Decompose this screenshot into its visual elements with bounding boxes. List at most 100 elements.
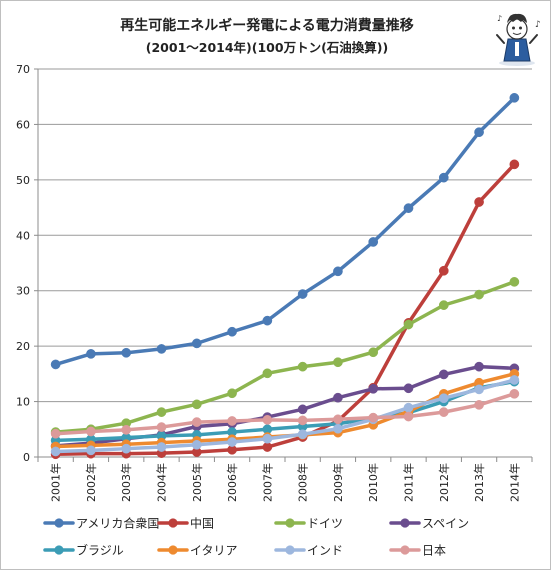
data-point xyxy=(474,289,484,300)
legend-label: 日本 xyxy=(422,544,446,558)
legend-label: スペイン xyxy=(422,517,469,531)
data-point xyxy=(509,388,520,399)
x-tick-label: 2003年 xyxy=(119,463,133,502)
x-tick-label: 2014年 xyxy=(507,463,521,502)
data-point xyxy=(403,402,414,413)
mascot-illustration: ♪ ♪ xyxy=(496,13,541,66)
data-point xyxy=(474,127,484,138)
data-point xyxy=(191,417,202,427)
data-point xyxy=(156,344,167,354)
y-tick-label: 30 xyxy=(16,285,30,298)
x-tick-label: 2012年 xyxy=(437,463,451,502)
data-point xyxy=(86,426,96,437)
data-point xyxy=(50,359,61,370)
data-point xyxy=(438,265,449,276)
data-point xyxy=(509,92,520,103)
chart-title: 再生可能エネルギー発電による電力消費量推移 xyxy=(120,17,414,34)
y-tick-label: 70 xyxy=(16,63,30,76)
data-point xyxy=(262,442,273,452)
x-tick-label: 2005年 xyxy=(190,463,204,502)
y-tick-label: 60 xyxy=(16,118,30,131)
x-tick-label: 2010年 xyxy=(366,463,380,502)
legend-marker xyxy=(400,518,410,528)
data-point xyxy=(156,442,167,452)
data-point xyxy=(121,347,132,358)
legend-label: アメリカ合衆国 xyxy=(76,516,159,531)
x-tick-label: 2009年 xyxy=(331,463,345,502)
data-point xyxy=(262,368,273,379)
data-point xyxy=(438,369,449,380)
data-point xyxy=(262,433,273,444)
data-point xyxy=(227,416,237,426)
data-point xyxy=(50,428,61,439)
legend-label: ドイツ xyxy=(307,517,343,531)
data-point xyxy=(297,361,308,372)
data-point xyxy=(227,326,237,337)
series-line-2 xyxy=(53,280,517,434)
data-point xyxy=(297,415,308,426)
x-tick-label: 2011年 xyxy=(402,463,416,502)
legend-marker xyxy=(400,545,410,555)
data-point xyxy=(474,361,484,372)
x-tick-label: 2002年 xyxy=(84,463,98,502)
data-point xyxy=(438,172,449,183)
data-point xyxy=(474,197,484,207)
data-point xyxy=(227,437,237,447)
x-tick-label: 2008年 xyxy=(296,463,310,502)
y-tick-label: 40 xyxy=(16,229,30,242)
data-point xyxy=(121,424,132,435)
data-point xyxy=(297,429,308,440)
data-point xyxy=(368,412,379,423)
legend-marker xyxy=(285,518,295,528)
y-tick-label: 20 xyxy=(16,340,30,353)
data-point xyxy=(333,392,343,403)
data-point xyxy=(368,237,379,247)
data-point xyxy=(297,289,308,299)
data-point xyxy=(438,300,449,310)
data-point xyxy=(227,388,237,399)
data-point xyxy=(333,266,343,277)
y-tick-label: 50 xyxy=(16,174,30,187)
legend-marker xyxy=(285,545,295,555)
data-point xyxy=(262,315,273,326)
data-point xyxy=(403,383,414,394)
legend-label: 中国 xyxy=(190,516,214,531)
data-point xyxy=(438,407,449,417)
legend-marker xyxy=(54,545,64,555)
data-point xyxy=(333,423,343,434)
x-tick-label: 2007年 xyxy=(260,463,274,502)
data-point xyxy=(474,384,484,395)
series-line-6 xyxy=(53,378,517,454)
y-tick-label: 0 xyxy=(23,451,30,464)
legend-label: ブラジル xyxy=(76,543,124,558)
svg-text:♪: ♪ xyxy=(535,20,541,30)
data-point xyxy=(191,338,202,349)
series-line-1 xyxy=(53,162,517,456)
data-point xyxy=(403,203,414,213)
data-point xyxy=(474,400,484,410)
data-point xyxy=(368,383,379,394)
data-point xyxy=(191,439,202,450)
data-point xyxy=(50,446,61,457)
data-point xyxy=(333,414,343,425)
legend-label: イタリア xyxy=(190,544,238,558)
x-tick-label: 2001年 xyxy=(49,463,63,502)
data-point xyxy=(262,415,273,425)
data-point xyxy=(156,422,167,432)
data-point xyxy=(86,349,96,359)
series-line-4 xyxy=(53,379,517,443)
data-point xyxy=(333,357,343,368)
y-tick-label: 10 xyxy=(16,396,30,409)
data-point xyxy=(156,407,167,417)
data-point xyxy=(438,393,449,404)
data-point xyxy=(509,159,520,170)
series-line-7 xyxy=(53,392,517,436)
data-point xyxy=(509,276,520,287)
x-tick-label: 2006年 xyxy=(225,463,239,502)
svg-text:♪: ♪ xyxy=(497,14,502,23)
data-point xyxy=(191,399,202,410)
chart-subtitle: (2001～2014年)(100万トン(石油換算)) xyxy=(146,40,388,55)
data-point xyxy=(121,443,132,454)
